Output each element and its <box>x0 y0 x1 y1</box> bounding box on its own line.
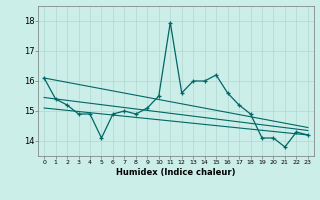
X-axis label: Humidex (Indice chaleur): Humidex (Indice chaleur) <box>116 168 236 177</box>
